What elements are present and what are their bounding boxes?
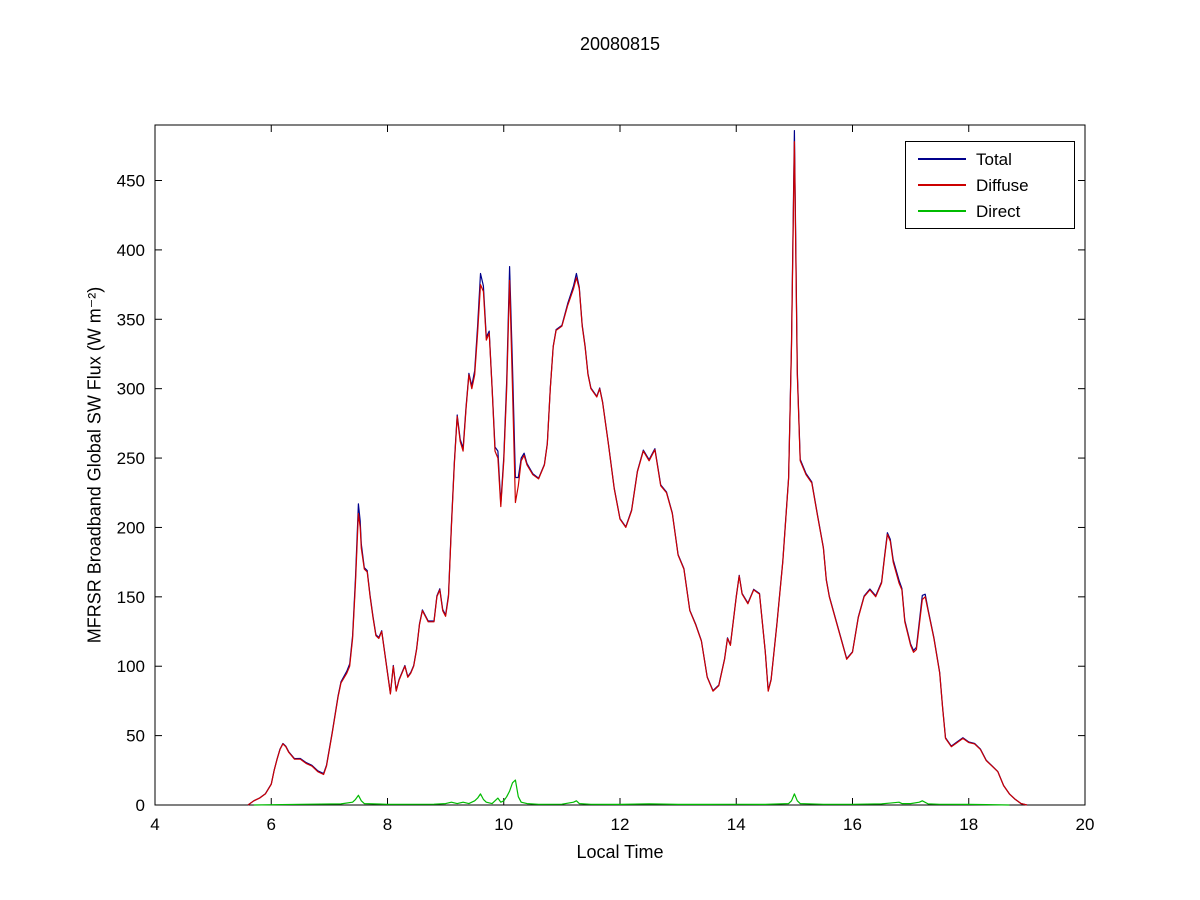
x-tick-label: 8 xyxy=(383,815,392,834)
legend: Total Diffuse Direct xyxy=(905,141,1075,229)
y-tick-label: 100 xyxy=(117,657,145,676)
legend-line-total-icon xyxy=(918,158,966,160)
x-tick-label: 4 xyxy=(150,815,159,834)
x-tick-label: 6 xyxy=(267,815,276,834)
y-tick-label: 200 xyxy=(117,518,145,537)
series-line-total xyxy=(247,130,1028,806)
legend-label-direct: Direct xyxy=(976,201,1021,221)
series-line-diffuse xyxy=(247,141,1028,806)
legend-label-diffuse: Diffuse xyxy=(976,175,1029,195)
x-tick-label: 10 xyxy=(494,815,513,834)
x-tick-label: 20 xyxy=(1076,815,1095,834)
y-tick-label: 150 xyxy=(117,588,145,607)
legend-label-total: Total xyxy=(976,149,1012,169)
y-tick-label: 300 xyxy=(117,380,145,399)
y-tick-label: 350 xyxy=(117,310,145,329)
x-tick-label: 12 xyxy=(611,815,630,834)
y-tick-label: 50 xyxy=(126,727,145,746)
legend-line-direct-icon xyxy=(918,210,966,212)
y-tick-label: 450 xyxy=(117,172,145,191)
y-tick-label: 0 xyxy=(136,796,145,815)
x-tick-label: 16 xyxy=(843,815,862,834)
legend-item-total: Total xyxy=(906,151,1074,168)
x-tick-label: 18 xyxy=(959,815,978,834)
x-axis-label: Local Time xyxy=(576,842,664,862)
y-tick-label: 250 xyxy=(117,449,145,468)
chart-title: 20080815 xyxy=(579,34,661,54)
x-tick-label: 14 xyxy=(727,815,746,834)
legend-item-direct: Direct xyxy=(906,203,1074,220)
series-line-direct xyxy=(253,779,1010,806)
y-axis-label: MFRSR Broadband Global SW Flux (W m⁻²) xyxy=(84,286,105,644)
legend-line-diffuse-icon xyxy=(918,184,966,186)
y-tick-label: 400 xyxy=(117,241,145,260)
legend-item-diffuse: Diffuse xyxy=(906,177,1074,194)
